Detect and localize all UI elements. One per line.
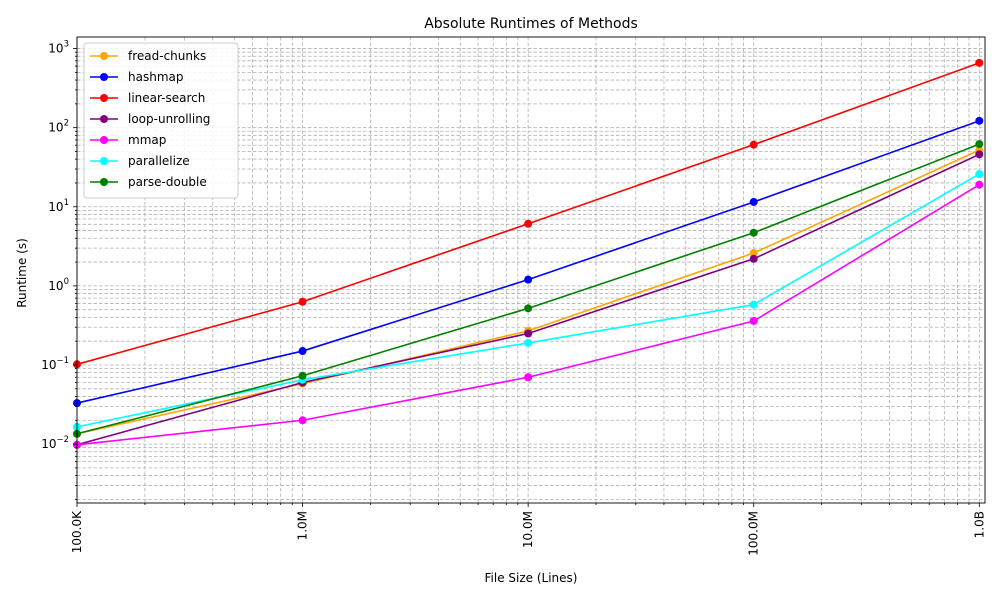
legend-marker-loop-unrolling [100, 115, 108, 123]
data-point-mmap [749, 316, 758, 325]
x-tick-label: 10.0M [521, 511, 535, 548]
data-point-fread-chunks [749, 249, 758, 258]
x-tick-label: 1.0B [972, 511, 986, 538]
data-point-mmap [298, 416, 307, 425]
data-point-loop-unrolling [524, 329, 533, 338]
data-point-mmap [975, 180, 984, 189]
data-point-parallelize [524, 338, 533, 347]
legend-label-mmap: mmap [128, 133, 166, 147]
legend-marker-fread-chunks [100, 52, 108, 60]
data-point-hashmap [298, 347, 307, 356]
legend-label-linear-search: linear-search [128, 91, 205, 105]
x-tick-label: 1.0M [296, 511, 310, 540]
plot-frame [76, 36, 986, 504]
data-point-loop-unrolling [749, 254, 758, 263]
y-tick-label: 103 [48, 40, 69, 56]
data-point-parse-double [524, 304, 533, 313]
data-point-hashmap [749, 197, 758, 206]
data-point-hashmap [975, 116, 984, 125]
y-tick-label: 10−2 [41, 435, 69, 451]
legend-label-parse-double: parse-double [128, 175, 207, 189]
chart-title: Absolute Runtimes of Methods [424, 16, 638, 32]
legend-marker-linear-search [100, 94, 108, 102]
x-tick-label: 100.0K [70, 510, 84, 553]
y-tick-label: 100 [48, 277, 69, 293]
data-point-linear-search [524, 219, 533, 228]
legend-label-loop-unrolling: loop-unrolling [128, 112, 210, 126]
data-point-parse-double [298, 371, 307, 380]
legend-box [83, 42, 239, 199]
legend-marker-parallelize [100, 157, 108, 165]
legend-marker-mmap [100, 136, 108, 144]
y-axis-title: Runtime (s) [15, 238, 29, 308]
data-point-parallelize [975, 169, 984, 178]
data-point-parse-double [749, 228, 758, 237]
data-point-parse-double [975, 140, 984, 149]
x-tick-label: 100.0M [747, 511, 761, 556]
legend-marker-hashmap [100, 73, 108, 81]
legend-label-hashmap: hashmap [128, 70, 183, 84]
legend-marker-parse-double [100, 178, 108, 186]
x-axis-title: File Size (Lines) [485, 571, 578, 585]
y-tick-label: 102 [48, 119, 69, 135]
legend-label-parallelize: parallelize [128, 154, 190, 168]
y-tick-label: 10−1 [41, 356, 69, 372]
data-point-linear-search [298, 297, 307, 306]
data-point-hashmap [524, 275, 533, 284]
data-point-parallelize [749, 300, 758, 309]
data-point-mmap [524, 373, 533, 382]
data-point-loop-unrolling [975, 150, 984, 159]
data-point-linear-search [749, 140, 758, 149]
legend-label-fread-chunks: fread-chunks [128, 49, 206, 63]
y-tick-label: 101 [48, 198, 69, 214]
data-point-linear-search [975, 58, 984, 67]
